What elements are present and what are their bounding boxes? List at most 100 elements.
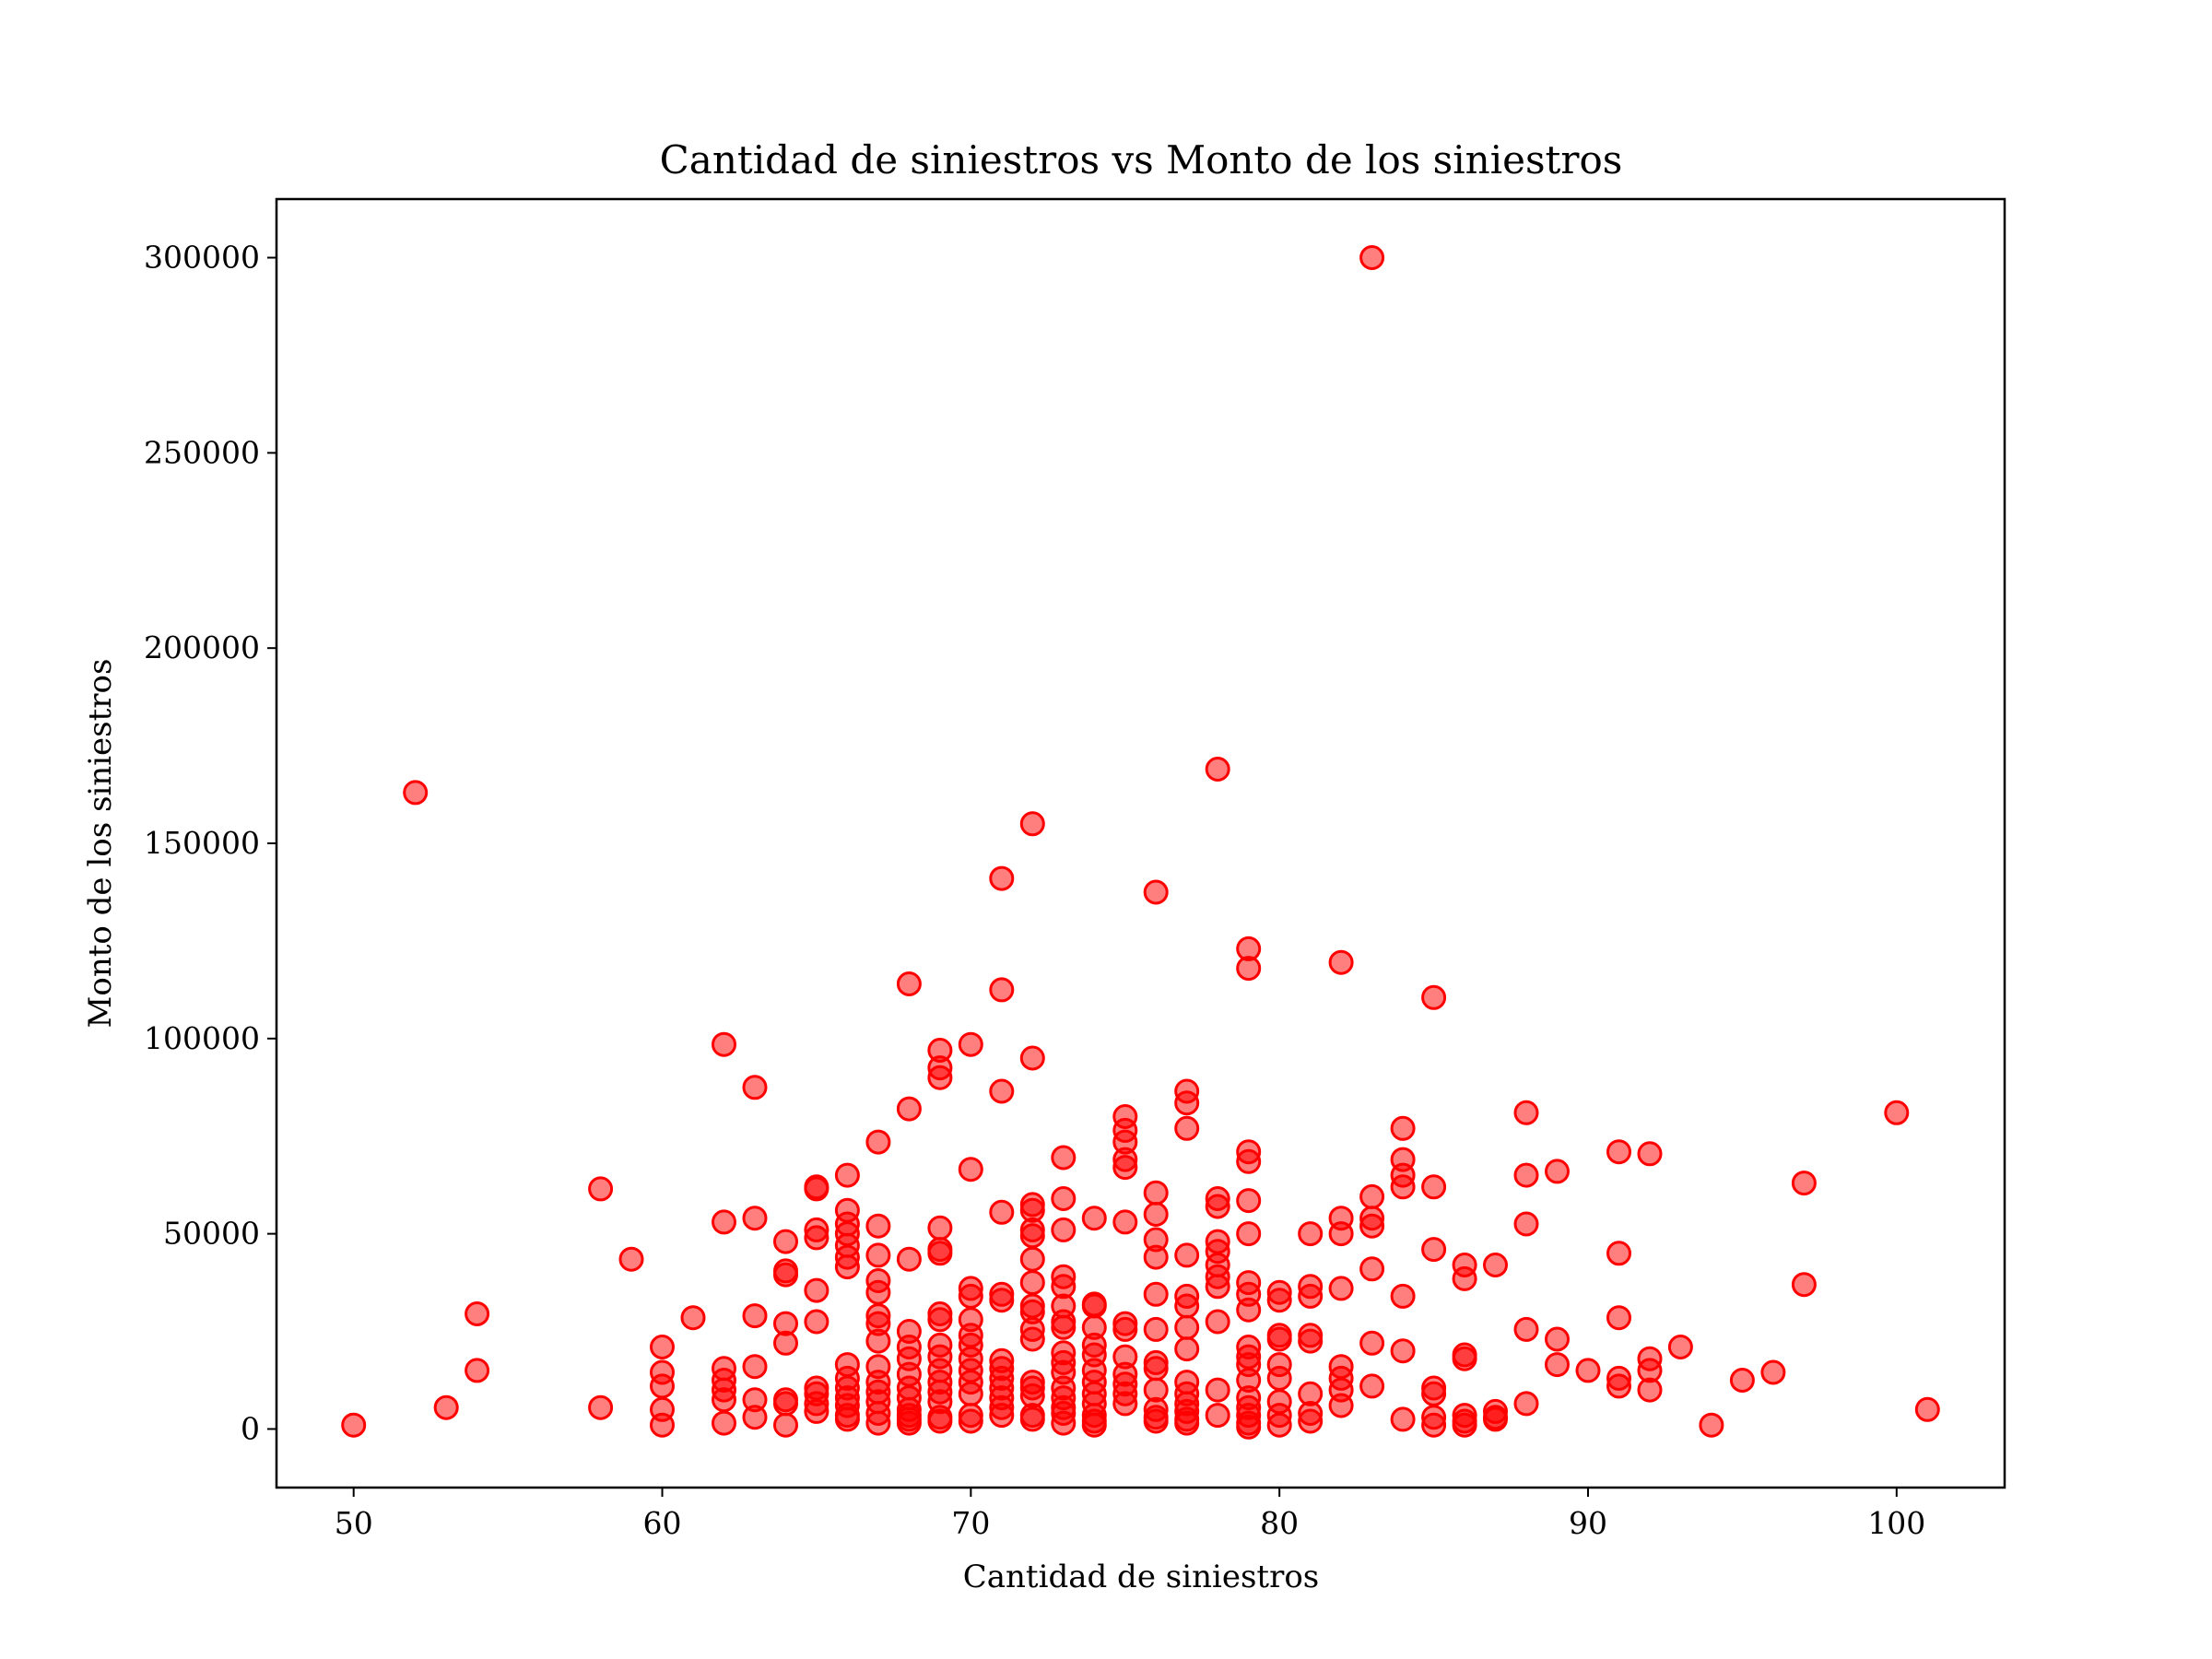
data-point	[1205, 1403, 1230, 1429]
data-point	[1328, 1221, 1354, 1247]
data-point	[1236, 1148, 1262, 1174]
data-point	[1637, 1377, 1663, 1403]
data-point	[1729, 1368, 1755, 1393]
data-point	[1143, 1356, 1169, 1382]
data-point	[1421, 1237, 1447, 1263]
data-point	[1760, 1359, 1786, 1385]
data-point	[1266, 1288, 1292, 1313]
data-point	[1174, 1293, 1200, 1319]
data-point	[618, 1246, 644, 1272]
data-point	[1112, 1155, 1138, 1181]
y-axis: 0 50000 100000 150000 200000 250000 300000	[144, 240, 276, 1446]
data-point	[1575, 1358, 1601, 1383]
data-point	[896, 1410, 922, 1436]
data-point	[1236, 1221, 1262, 1247]
x-axis: 50 60 70 80 90 100	[335, 1488, 1925, 1541]
data-point	[1513, 1162, 1539, 1188]
data-point	[1112, 1209, 1138, 1235]
data-point	[1205, 1377, 1230, 1403]
data-point	[1637, 1141, 1663, 1167]
data-point	[1174, 1314, 1200, 1340]
data-point	[588, 1394, 614, 1420]
x-tick-label: 50	[335, 1505, 373, 1541]
x-tick-label: 90	[1569, 1505, 1607, 1541]
y-axis-label: Monto de los siniestros	[82, 659, 119, 1029]
data-point	[804, 1398, 830, 1424]
data-point	[927, 1408, 953, 1434]
data-point	[1359, 1183, 1385, 1209]
data-point	[1606, 1373, 1631, 1399]
data-point	[1359, 1330, 1385, 1356]
data-point	[1328, 1276, 1354, 1301]
y-tick-label: 100000	[144, 1020, 260, 1056]
data-point	[1266, 1326, 1292, 1352]
data-point	[1266, 1365, 1292, 1391]
data-point	[1452, 1412, 1477, 1438]
data-point	[1019, 1223, 1045, 1249]
data-point	[1143, 1202, 1169, 1227]
data-point	[1019, 1246, 1045, 1272]
data-point	[1421, 1174, 1447, 1200]
data-point	[804, 1225, 830, 1251]
data-point	[1019, 1045, 1045, 1071]
data-point	[1513, 1100, 1539, 1125]
y-tick-label: 150000	[144, 825, 260, 861]
data-point	[958, 1157, 983, 1182]
x-tick-label: 100	[1867, 1505, 1925, 1541]
data-point	[1421, 1412, 1447, 1438]
data-point	[1081, 1293, 1107, 1319]
data-point	[1174, 1336, 1200, 1362]
data-point	[1545, 1326, 1570, 1352]
data-point	[1667, 1335, 1693, 1359]
data-point	[1174, 1242, 1200, 1268]
x-tick-label: 70	[951, 1505, 990, 1541]
y-tick-label: 200000	[144, 629, 260, 665]
data-point	[1914, 1396, 1940, 1422]
data-point	[1513, 1391, 1539, 1417]
data-point	[1884, 1100, 1910, 1125]
data-point	[465, 1358, 490, 1383]
data-point	[865, 1328, 891, 1354]
data-point	[1143, 1281, 1169, 1307]
data-point	[1019, 1406, 1045, 1432]
data-point	[1298, 1221, 1324, 1247]
data-point	[773, 1262, 798, 1288]
data-point	[1513, 1316, 1539, 1342]
data-point	[804, 1309, 830, 1335]
data-point	[712, 1387, 736, 1413]
data-point	[865, 1279, 891, 1305]
y-tick-label: 50000	[163, 1216, 260, 1252]
data-point	[680, 1305, 706, 1331]
data-point	[1513, 1211, 1539, 1237]
data-point	[1298, 1328, 1324, 1354]
data-point	[865, 1242, 891, 1268]
data-point	[958, 1381, 983, 1406]
data-point	[1051, 1217, 1077, 1242]
data-point	[1452, 1346, 1477, 1371]
data-point	[1390, 1406, 1416, 1432]
data-point	[773, 1330, 798, 1356]
data-point	[1421, 1381, 1447, 1406]
data-point	[1328, 1393, 1354, 1418]
data-point	[1328, 949, 1354, 975]
data-point	[1081, 1412, 1107, 1438]
data-point	[927, 1215, 953, 1241]
x-axis-label: Cantidad de siniestros	[963, 1559, 1320, 1595]
data-point	[1483, 1253, 1508, 1277]
data-point	[804, 1176, 830, 1202]
data-point	[1390, 1283, 1416, 1309]
data-point	[1143, 1316, 1169, 1342]
data-point	[1143, 1180, 1169, 1206]
data-point	[1143, 1408, 1169, 1434]
data-point	[1390, 1338, 1416, 1364]
data-point	[1236, 1297, 1262, 1323]
data-point	[433, 1394, 459, 1420]
plot-area	[275, 197, 2006, 1489]
data-point	[712, 1031, 736, 1057]
data-point	[1298, 1283, 1324, 1309]
data-point	[1298, 1408, 1324, 1434]
data-point	[403, 780, 429, 806]
data-point	[958, 1283, 983, 1309]
data-point	[742, 1075, 768, 1100]
